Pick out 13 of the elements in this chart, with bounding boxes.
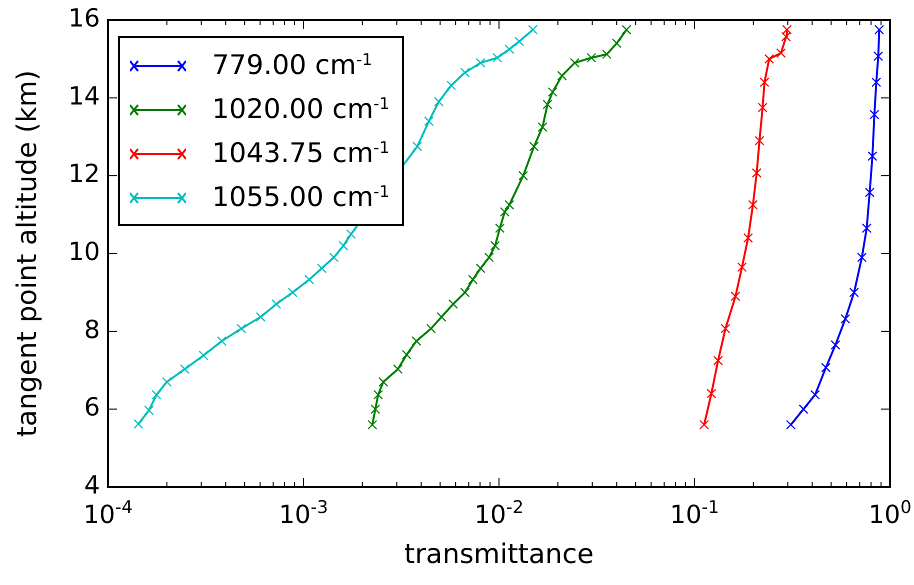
y-tick-label: 12 <box>68 159 100 188</box>
x-axis-title: transmittance <box>404 539 594 570</box>
y-tick-label: 4 <box>84 470 100 500</box>
y-tick-label: 16 <box>68 4 100 32</box>
y-tick-label: 6 <box>84 392 100 422</box>
legend-label: 779.00 cm$^{-1}$ <box>212 49 372 83</box>
y-axis-title: tangent point altitude (km) <box>12 70 43 437</box>
legend-label: 1020.00 cm$^{-1}$ <box>212 93 390 127</box>
legend-label: 1055.00 cm$^{-1}$ <box>212 181 390 215</box>
y-tick-label: 10 <box>68 237 100 266</box>
y-tick-label: 8 <box>84 314 100 344</box>
legend-label: 1043.75 cm$^{-1}$ <box>212 137 390 171</box>
y-tick-label: 14 <box>68 81 100 110</box>
